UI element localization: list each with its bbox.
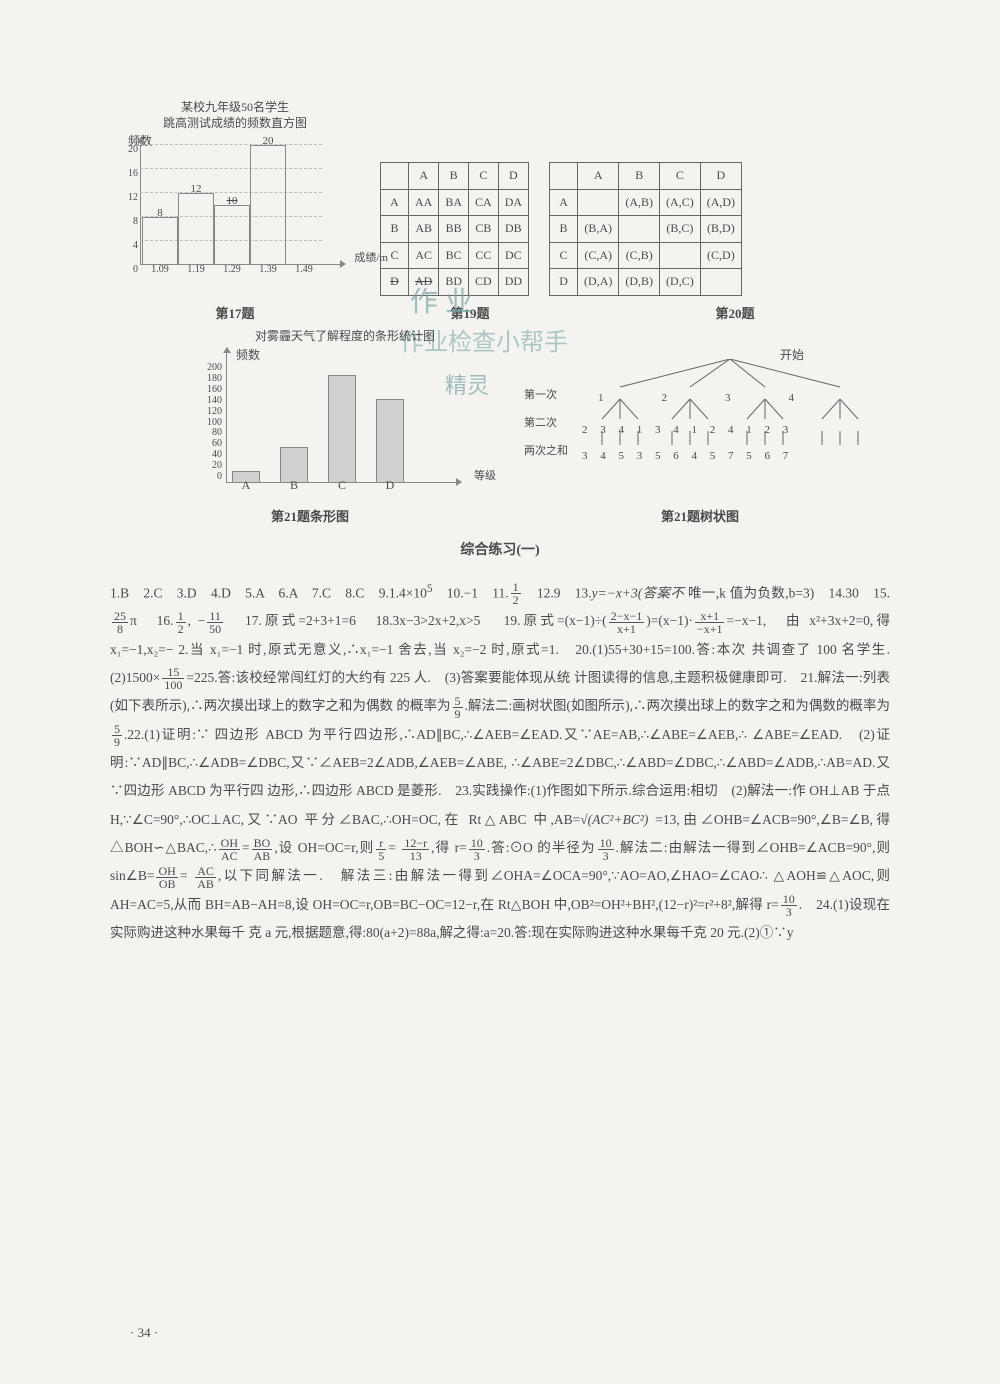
histo1-bars: 8 12 10 20: [142, 145, 286, 265]
captions-row1: 第17题 第19题 第20题: [110, 302, 890, 325]
bar2-d: [376, 399, 404, 483]
tree-level3: 3 4 5 3 5 6 4 5 7 5 6 7: [582, 447, 793, 467]
cap-q21-bar: 第21题条形图: [110, 505, 510, 528]
histo1-x-ticks: 1.091.191.291.391.49: [142, 261, 322, 279]
cap-q17: 第17题: [110, 302, 360, 325]
captions-row2: 第21题条形图 第21题树状图: [110, 505, 890, 528]
table-q20: ABCD A(A,B)(A,C)(A,D) B(B,A)(B,C)(B,D) C…: [549, 162, 742, 296]
bar-3: 10: [214, 205, 250, 265]
tree-diagram-q21: 开始 第一次 第二次 两次之和: [530, 359, 890, 469]
histo2-title: 对雾霾天气了解程度的条形统计图: [180, 329, 510, 345]
histo1-title-l2: 跳高测试成绩的频数直方图: [163, 116, 307, 130]
solutions-body: 1.B 2.C 3.D 4.D 5.A 6.A 7.C 8.C 9.1.4×10…: [110, 578, 890, 948]
histo1-title-l1: 某校九年级50名学生: [181, 100, 289, 114]
cap-q21-tree: 第21题树状图: [510, 505, 890, 528]
section-title: 综合练习(一): [110, 538, 890, 563]
tree-row-labels: 第一次 第二次 两次之和: [524, 381, 568, 465]
histo2-y-ticks: 020406080100120140160180200: [196, 363, 222, 483]
tree-level2: 2 3 4 1 3 4 1 2 4 1 2 3: [582, 421, 793, 441]
tree-level1: 1234: [598, 389, 794, 409]
figures-area: 某校九年级50名学生 跳高测试成绩的频数直方图 频数 048121620 8 1…: [110, 100, 890, 528]
cap-q19: 第19题: [360, 302, 580, 325]
bar2-c: [328, 375, 356, 483]
cap-q20: 第20题: [580, 302, 890, 325]
page-number: · 34 ·: [130, 1321, 158, 1344]
bar-4: 20: [250, 145, 286, 265]
histo2-x-label: 等级: [474, 467, 496, 487]
bar-1: 8: [142, 217, 178, 265]
histogram-q17: 某校九年级50名学生 跳高测试成绩的频数直方图 频数 048121620 8 1…: [110, 100, 360, 283]
histo2-bars: [232, 363, 404, 483]
bar-2: 12: [178, 193, 214, 265]
histo1-x-label: 成绩/m: [354, 249, 388, 269]
histo1-y-ticks: 048121620: [120, 145, 138, 265]
table-q19: ABCD AAABACADA BABBBCBDB CACBCCCDC DADBD…: [380, 162, 529, 296]
histo2-x-ticks: ABCD: [232, 475, 404, 497]
histogram-q21: 对雾霾天气了解程度的条形统计图 频数 020406080100120140160…: [180, 329, 510, 505]
